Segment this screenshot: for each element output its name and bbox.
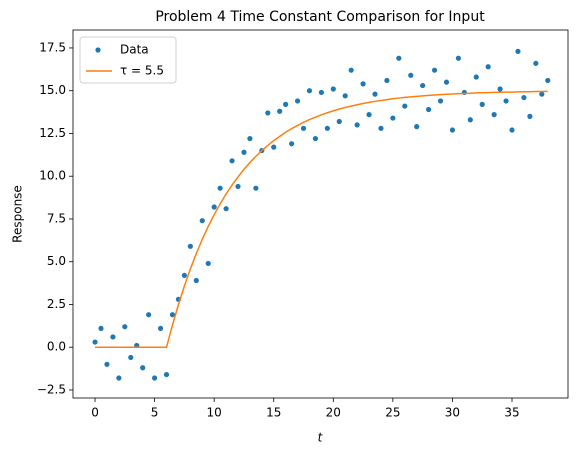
y-tick-label: 12.5 — [39, 126, 66, 140]
data-point — [283, 101, 289, 107]
line — [95, 90, 548, 348]
y-tick-label: 10.0 — [39, 169, 66, 183]
data-point — [181, 272, 187, 278]
data-point — [157, 325, 164, 332]
x-tick-label: 30 — [445, 406, 460, 420]
data-point — [545, 77, 551, 84]
data-point — [318, 89, 324, 96]
data-point — [116, 375, 122, 381]
data-point — [378, 125, 384, 131]
data-point — [169, 312, 176, 318]
data-point — [140, 365, 146, 371]
data-point — [408, 72, 414, 78]
data-point — [253, 185, 259, 191]
data-point — [235, 183, 241, 190]
data-point — [402, 103, 408, 109]
chart-title: Problem 4 Time Constant Comparison for I… — [155, 9, 485, 25]
data-point — [229, 158, 235, 164]
data-point — [479, 101, 485, 107]
data-point — [497, 86, 503, 92]
data-point — [467, 117, 473, 123]
data-point — [271, 144, 277, 150]
data-point — [372, 91, 378, 97]
data-point — [515, 48, 521, 54]
x-tick-label: 10 — [207, 406, 222, 420]
data-point — [128, 354, 134, 361]
data-point — [527, 113, 533, 119]
data-point — [491, 112, 497, 118]
plot-frame — [72, 29, 569, 399]
data-point — [443, 79, 450, 85]
data-point — [384, 77, 390, 84]
data-point — [211, 204, 217, 210]
data-point — [104, 361, 110, 367]
data-point — [449, 127, 456, 133]
x-tick-label: 5 — [151, 406, 159, 420]
data-point — [390, 115, 396, 121]
data-point — [420, 82, 426, 89]
data-point — [146, 312, 152, 318]
data-point — [247, 135, 253, 142]
legend-label: τ = 5.5 — [120, 64, 164, 78]
data-point — [312, 135, 319, 142]
data-point — [426, 106, 432, 113]
x-tick-label: 0 — [91, 406, 99, 420]
data-point — [354, 122, 360, 128]
data-point — [187, 243, 193, 249]
data-point — [289, 141, 295, 147]
data-point — [265, 110, 271, 116]
x-tick-label: 15 — [266, 406, 281, 420]
data-point — [122, 324, 128, 330]
data-point — [92, 339, 98, 345]
x-tick-label: 25 — [385, 406, 400, 420]
data-point — [366, 112, 372, 118]
data-point — [241, 149, 247, 155]
y-axis-label: Response — [11, 185, 25, 243]
x-tick-label: 35 — [504, 406, 519, 420]
data-point — [110, 334, 116, 340]
y-tick-label: 5.0 — [47, 254, 66, 268]
y-tick-label: 17.5 — [39, 40, 66, 54]
data-point — [205, 260, 211, 267]
data-point — [163, 371, 170, 378]
data-point — [199, 218, 205, 224]
data-point — [521, 94, 527, 101]
data-point — [98, 325, 104, 332]
data-point — [473, 74, 479, 80]
data-point — [437, 98, 444, 104]
data-point — [330, 86, 336, 92]
data-point — [485, 64, 491, 70]
y-tick-label: 2.5 — [47, 297, 66, 311]
data-point — [294, 98, 301, 104]
data-point — [223, 206, 229, 212]
data-point — [509, 127, 515, 133]
legend-marker — [95, 47, 101, 53]
data-point — [533, 60, 539, 66]
x-tick-label: 20 — [326, 406, 341, 420]
data-point — [193, 277, 199, 284]
y-tick-label: 0.0 — [47, 340, 66, 354]
data-point — [348, 67, 354, 73]
data-point — [336, 118, 342, 125]
y-tick-label: 7.5 — [47, 211, 66, 225]
data-point — [414, 124, 420, 130]
y-tick-label: 15.0 — [39, 83, 66, 97]
legend-label: Data — [120, 43, 149, 57]
data-point — [277, 108, 283, 114]
y-tick-label: −2.5 — [37, 382, 66, 396]
data-point — [360, 81, 366, 87]
data-point — [300, 125, 307, 131]
data-point — [539, 91, 545, 97]
data-point — [396, 55, 402, 61]
data-point — [217, 185, 223, 191]
data-point — [455, 55, 461, 61]
data-point — [342, 93, 348, 99]
data-point — [324, 125, 330, 131]
data-point — [503, 98, 509, 104]
x-axis-label: t — [318, 431, 324, 445]
data-point — [306, 88, 313, 94]
data-point — [431, 67, 438, 73]
data-point — [152, 375, 158, 381]
